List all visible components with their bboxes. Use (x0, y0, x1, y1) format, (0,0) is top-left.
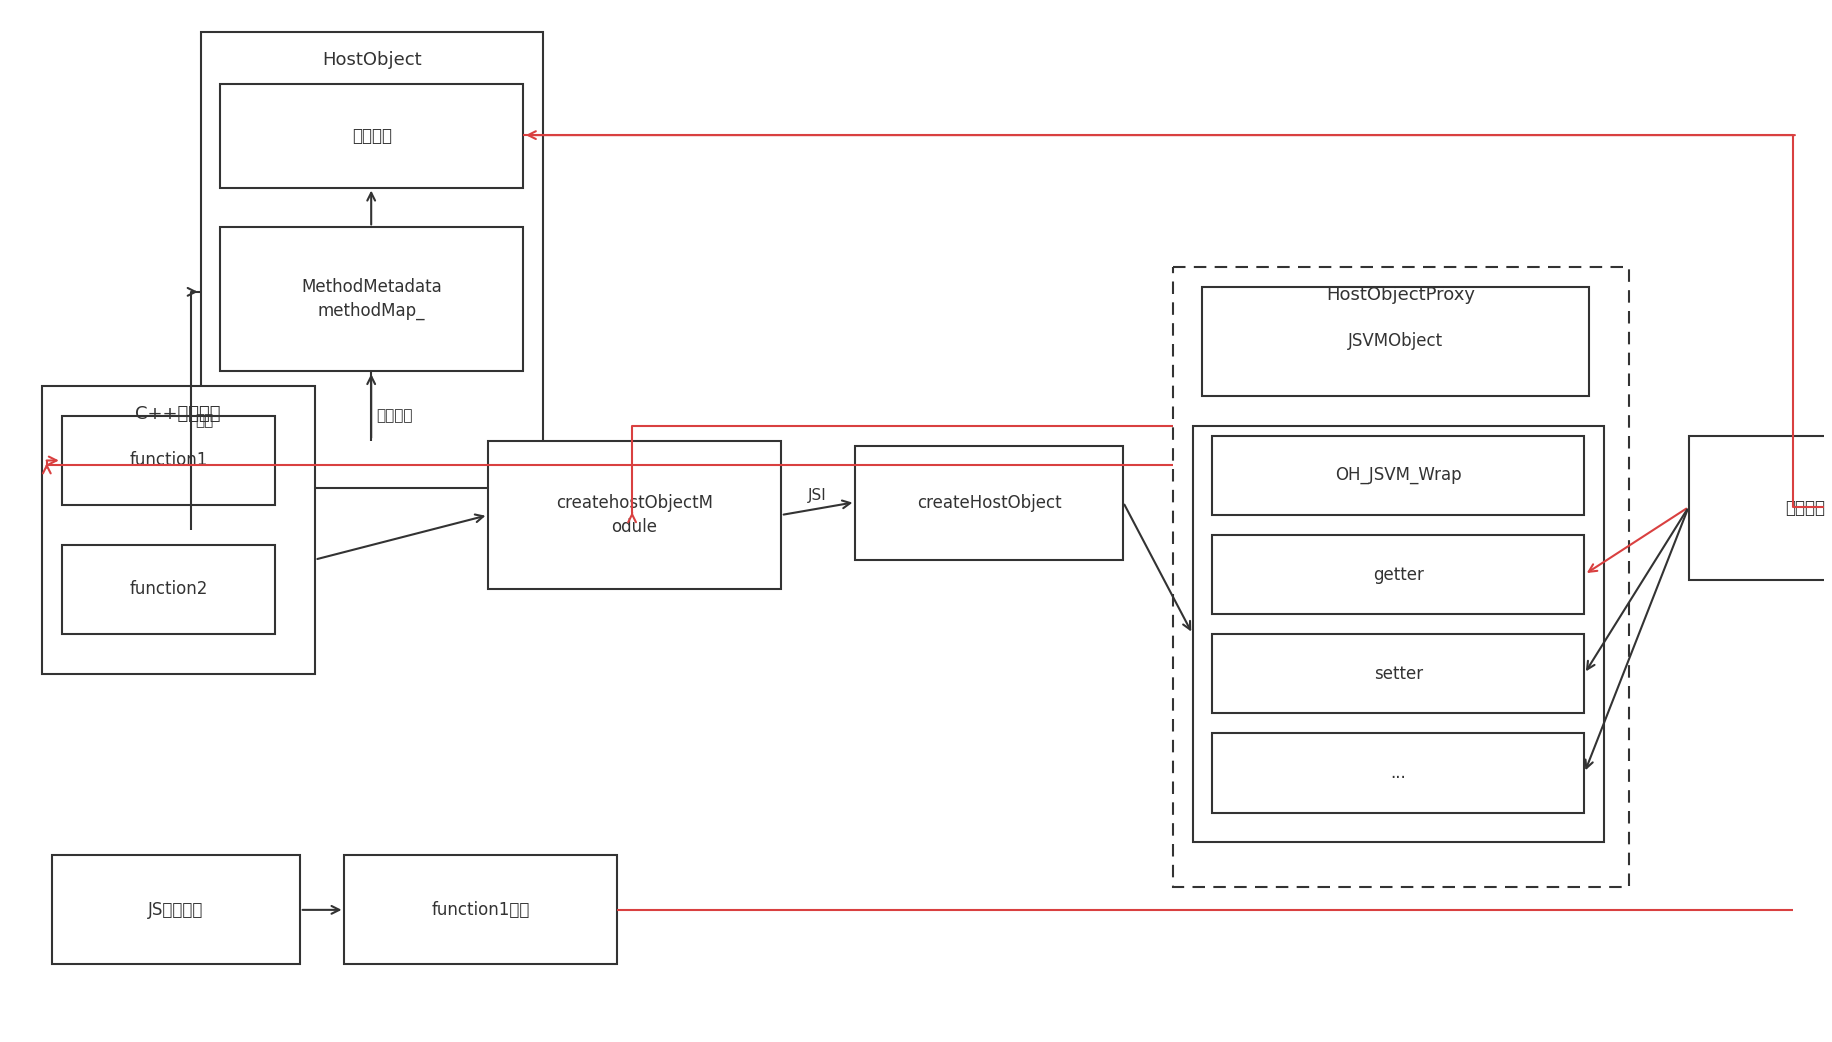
Text: C++原生模块: C++原生模块 (136, 405, 222, 423)
Text: OH_JSVM_Wrap: OH_JSVM_Wrap (1336, 467, 1462, 485)
Text: JSVMObject: JSVMObject (1348, 332, 1444, 350)
FancyBboxPatch shape (62, 545, 275, 635)
FancyBboxPatch shape (1689, 436, 1832, 579)
FancyBboxPatch shape (1202, 287, 1590, 396)
Text: getter: getter (1372, 566, 1423, 584)
FancyBboxPatch shape (1213, 635, 1585, 714)
FancyBboxPatch shape (1193, 426, 1605, 842)
Text: 分发函数: 分发函数 (352, 127, 392, 145)
Text: setter: setter (1374, 665, 1423, 683)
FancyBboxPatch shape (344, 855, 617, 965)
Text: 继承: 继承 (196, 414, 214, 428)
FancyBboxPatch shape (1172, 267, 1629, 887)
FancyBboxPatch shape (220, 227, 522, 371)
Text: MethodMetadata
methodMap_: MethodMetadata methodMap_ (300, 278, 442, 320)
FancyBboxPatch shape (489, 441, 780, 590)
FancyBboxPatch shape (200, 32, 542, 489)
Text: JSI: JSI (808, 488, 826, 503)
FancyBboxPatch shape (62, 416, 275, 505)
Text: JS代理模块: JS代理模块 (148, 901, 203, 919)
FancyBboxPatch shape (1213, 535, 1585, 614)
Text: HostObjectProxy: HostObjectProxy (1326, 286, 1475, 304)
Text: 记录方法: 记录方法 (376, 408, 412, 423)
Text: ...: ... (1390, 764, 1407, 782)
Text: function1触发: function1触发 (432, 901, 529, 919)
Text: function1: function1 (128, 451, 207, 470)
Text: createhostObjectM
odule: createhostObjectM odule (557, 494, 713, 536)
FancyBboxPatch shape (856, 446, 1123, 560)
Text: function2: function2 (128, 580, 207, 598)
Text: createHostObject: createHostObject (916, 494, 1061, 512)
Text: HostObject: HostObject (322, 51, 421, 69)
FancyBboxPatch shape (42, 387, 315, 674)
FancyBboxPatch shape (1213, 734, 1585, 813)
FancyBboxPatch shape (220, 83, 522, 188)
FancyBboxPatch shape (1213, 436, 1585, 515)
Text: 代理方法: 代理方法 (1784, 499, 1825, 517)
FancyBboxPatch shape (51, 855, 300, 965)
